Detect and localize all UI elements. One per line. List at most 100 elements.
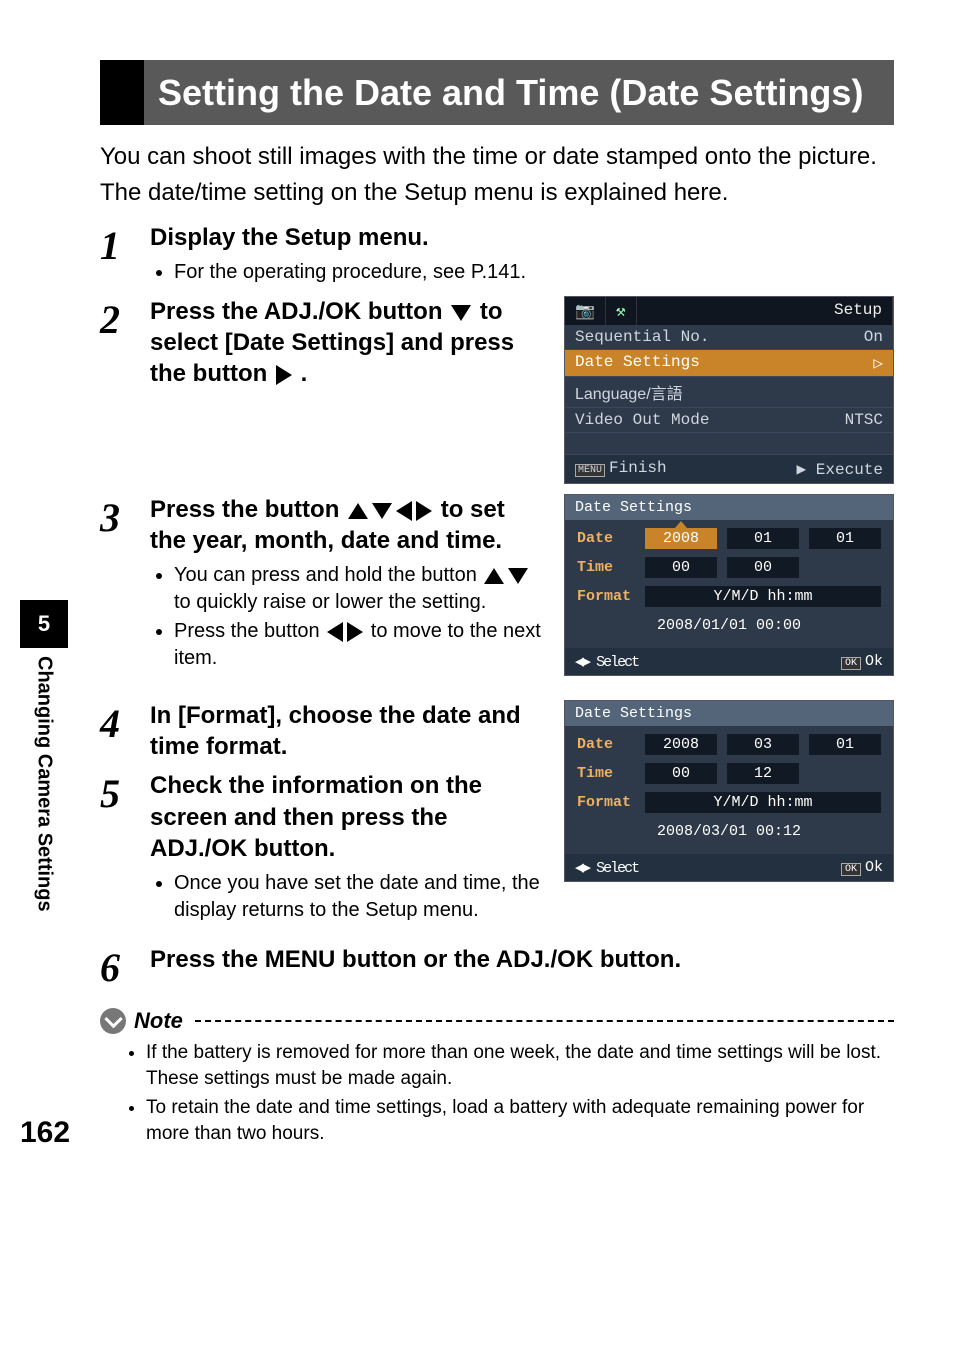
ds-hour-cell: 00 — [645, 763, 717, 784]
ds-date-label: Date — [577, 530, 635, 547]
chapter-number: 5 — [20, 600, 68, 648]
step-2: 2 Press the ADJ./OK button to select [Da… — [100, 296, 544, 390]
section-title-bar: Setting the Date and Time (Date Settings… — [100, 60, 894, 125]
text-fragment: Press the ADJ./OK button — [150, 298, 449, 325]
menu-finish-label: MENU Finish — [575, 459, 667, 479]
ds-month-cell: 01 — [727, 528, 799, 549]
chapter-title: Changing Camera Settings — [33, 648, 56, 912]
ds-title: Date Settings — [565, 701, 893, 726]
text-fragment: Ok — [865, 859, 883, 876]
tab-adjust-icon: ⚒ — [606, 297, 637, 325]
step-heading: Press the ADJ./OK button to select [Date… — [150, 296, 544, 390]
step-number: 3 — [100, 494, 134, 674]
menu-value: On — [864, 328, 883, 346]
ds-title: Date Settings — [565, 495, 893, 520]
intro-line-2: The date/time setting on the Setup menu … — [100, 177, 894, 209]
menu-label: Language/言語 — [575, 380, 683, 404]
ok-tag: OK — [841, 863, 861, 876]
ds-year-cell: 2008 — [645, 734, 717, 755]
ds-time-label: Time — [577, 765, 635, 782]
step-bullet: Once you have set the date and time, the… — [174, 870, 544, 924]
camera-date-settings-screenshot-2: Date Settings Date 2008 03 01 Time 00 12 — [564, 700, 894, 882]
step-heading: Check the information on the screen and … — [150, 770, 544, 864]
step-heading: In [Format], choose the date and time fo… — [150, 700, 544, 762]
triangle-up-icon — [348, 503, 368, 519]
ds-day-cell: 01 — [809, 734, 881, 755]
menu-row-selected: Date Settings ▷ — [565, 350, 893, 377]
text-fragment: Press the button — [150, 496, 346, 523]
step-number: 2 — [100, 296, 134, 390]
page: 5 Changing Camera Settings 162 Setting t… — [0, 0, 954, 1190]
text-fragment: to quickly raise or lower the setting. — [174, 591, 486, 613]
menu-row: Sequential No. On — [565, 325, 893, 350]
text-fragment: . — [301, 360, 308, 387]
ds-summary: 2008/03/01 00:12 — [577, 817, 881, 846]
step-5: 5 Check the information on the screen an… — [100, 770, 544, 926]
step-4: 4 In [Format], choose the date and time … — [100, 700, 544, 762]
ds-ok-hint: OK Ok — [841, 653, 883, 670]
note-title: Note — [134, 1008, 183, 1034]
ds-format-label: Format — [577, 794, 635, 811]
steps-list: 1 Display the Setup menu. For the operat… — [100, 222, 894, 988]
ds-format-value: Y/M/D hh:mm — [645, 792, 881, 813]
triangle-down-icon — [451, 305, 471, 321]
menu-row: Video Out Mode NTSC — [565, 408, 893, 433]
ds-ok-hint: OK Ok — [841, 859, 883, 876]
menu-label: Video Out Mode — [575, 411, 709, 429]
note-icon — [100, 1008, 126, 1034]
menu-row — [565, 433, 893, 455]
triangle-left-icon — [327, 622, 343, 642]
triangle-down-icon — [508, 568, 528, 584]
page-number: 162 — [20, 1116, 70, 1150]
text-fragment: Finish — [609, 459, 667, 477]
mini-arrow-up-icon — [675, 521, 687, 528]
triangle-up-icon — [484, 568, 504, 584]
menu-tag: MENU — [575, 464, 605, 477]
camera-date-settings-screenshot-1: Date Settings Date 2008 01 01 Time 00 00 — [564, 494, 894, 676]
triangle-right-icon — [347, 622, 363, 642]
ds-day-cell: 01 — [809, 528, 881, 549]
menu-value: NTSC — [845, 411, 883, 429]
ds-format-value: Y/M/D hh:mm — [645, 586, 881, 607]
ds-format-label: Format — [577, 588, 635, 605]
note-bullet: To retain the date and time settings, lo… — [146, 1095, 894, 1146]
triangle-right-icon — [416, 501, 432, 521]
step-number: 6 — [100, 944, 134, 988]
step-number: 1 — [100, 222, 134, 288]
camera-setup-screenshot: 📷 ⚒ Setup Sequential No. On Date Setting… — [564, 296, 894, 484]
step-bullet: You can press and hold the button to qui… — [174, 562, 544, 616]
ds-summary: 2008/01/01 00:00 — [577, 611, 881, 640]
ds-select-hint: ◀▶ Select — [575, 858, 638, 877]
step-1: 1 Display the Setup menu. For the operat… — [100, 222, 894, 288]
note-dash-line — [195, 1020, 894, 1022]
step-6: 6 Press the MENU button or the ADJ./OK b… — [100, 944, 894, 988]
menu-row: Language/言語 — [565, 377, 893, 408]
ds-year-cell: 2008 — [645, 528, 717, 549]
menu-value: ▷ — [873, 353, 883, 373]
ok-tag: OK — [841, 657, 861, 670]
cell-value: Y/M/D hh:mm — [713, 794, 812, 811]
menu-label: Sequential No. — [575, 328, 709, 346]
text-fragment: You can press and hold the button — [174, 564, 482, 586]
step-heading: Press the button to set the year, month,… — [150, 494, 544, 556]
intro-line-1: You can shoot still images with the time… — [100, 141, 894, 173]
note-block: Note If the battery is removed for more … — [100, 1008, 894, 1147]
step-heading: Display the Setup menu. — [150, 222, 894, 253]
ds-select-hint: ◀▶ Select — [575, 652, 638, 671]
menu-label: Date Settings — [575, 353, 700, 373]
triangle-right-icon — [276, 365, 292, 385]
step-number: 4 — [100, 700, 134, 762]
step-heading: Press the MENU button or the ADJ./OK but… — [150, 944, 894, 975]
side-tab: 5 Changing Camera Settings — [20, 600, 68, 980]
step-number: 5 — [100, 770, 134, 926]
ds-hour-cell: 00 — [645, 557, 717, 578]
title-accent — [100, 60, 144, 125]
ds-date-label: Date — [577, 736, 635, 753]
step-bullet: Press the button to move to the next ite… — [174, 618, 544, 672]
text-fragment: Ok — [865, 653, 883, 670]
text-fragment: Press the button — [174, 620, 325, 642]
triangle-down-icon — [372, 503, 392, 519]
ds-month-cell: 03 — [727, 734, 799, 755]
step-3: 3 Press the button to set the year, mont… — [100, 494, 544, 674]
cell-value: 2008 — [663, 530, 699, 547]
